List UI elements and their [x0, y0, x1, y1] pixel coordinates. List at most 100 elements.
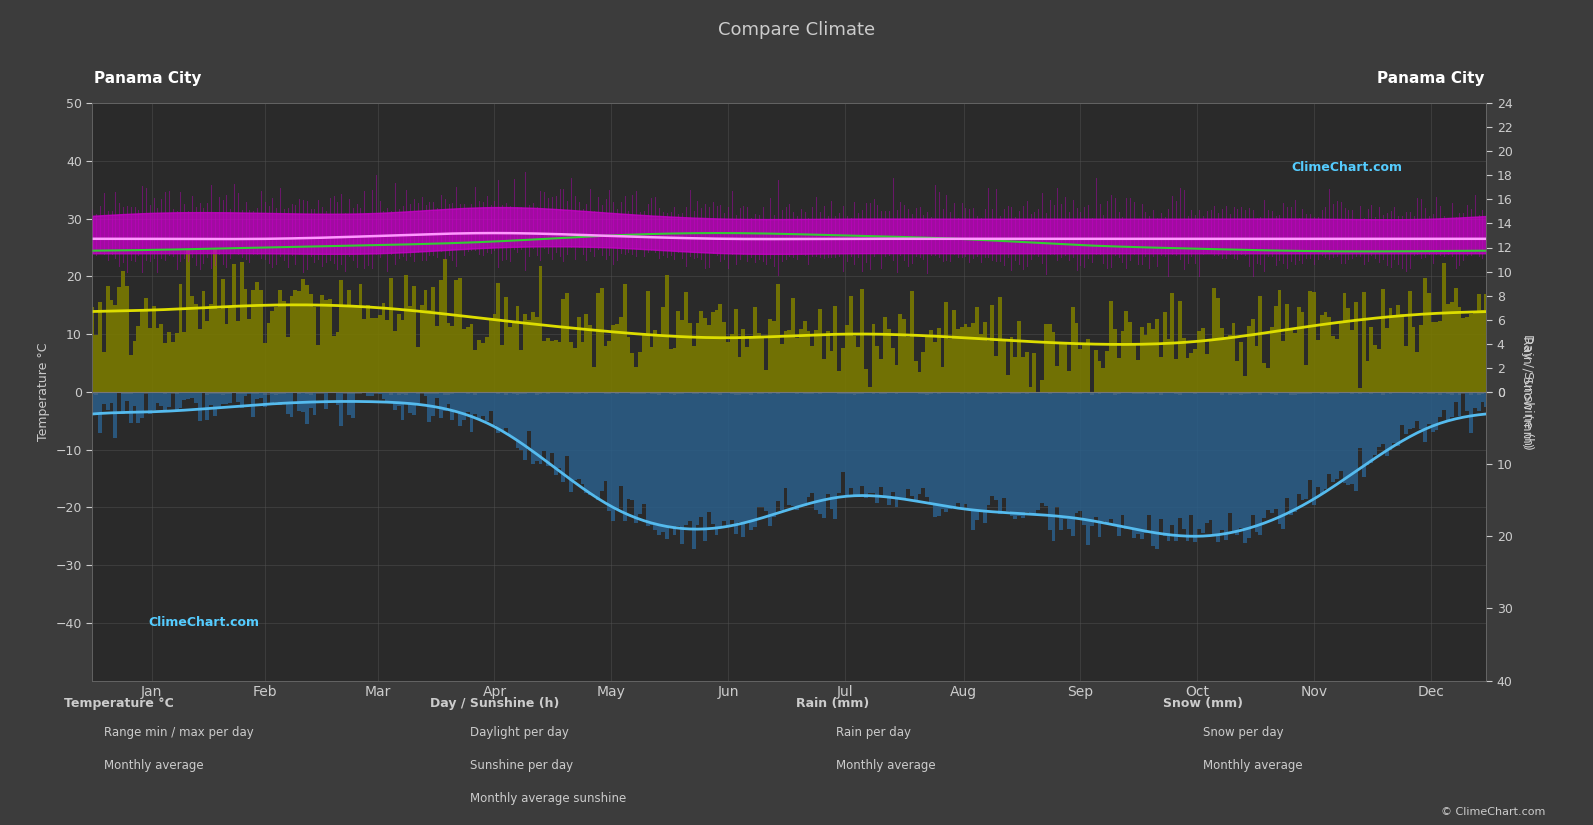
Bar [1133, 392, 1136, 394]
Bar [1005, 392, 1010, 512]
Bar [749, 392, 753, 394]
Bar [244, 392, 247, 396]
Bar [137, 392, 140, 394]
Bar [1190, 353, 1193, 392]
Bar [178, 392, 182, 394]
Bar [1070, 308, 1075, 392]
Bar [975, 392, 978, 394]
Bar [1204, 354, 1209, 392]
Bar [707, 392, 710, 393]
Bar [413, 286, 416, 392]
Bar [1236, 361, 1239, 392]
Bar [1209, 392, 1212, 520]
Bar [1182, 392, 1185, 393]
Bar [312, 392, 317, 394]
Bar [844, 392, 849, 394]
Bar [566, 392, 569, 455]
Bar [1286, 392, 1289, 498]
Bar [569, 392, 573, 492]
Bar [1090, 392, 1094, 394]
Bar [113, 305, 118, 392]
Bar [132, 342, 137, 392]
Bar [1458, 307, 1461, 392]
Bar [800, 392, 803, 505]
Bar [607, 392, 612, 511]
Bar [1384, 328, 1389, 392]
Bar [1305, 365, 1308, 392]
Bar [156, 328, 159, 392]
Bar [1082, 392, 1086, 526]
Bar [1040, 380, 1043, 392]
Bar [1258, 392, 1262, 394]
Bar [1485, 392, 1488, 408]
Bar [1163, 312, 1166, 392]
Bar [554, 340, 558, 392]
Text: Snow per day: Snow per day [1203, 726, 1284, 739]
Bar [110, 392, 113, 403]
Bar [1158, 392, 1163, 519]
Bar [1078, 349, 1082, 392]
Bar [470, 392, 473, 394]
Bar [760, 392, 765, 507]
Bar [1032, 392, 1037, 514]
Bar [691, 392, 696, 549]
Bar [999, 296, 1002, 392]
Bar [331, 336, 336, 392]
Bar [285, 392, 290, 414]
Bar [1171, 392, 1174, 525]
Bar [527, 392, 530, 394]
Bar [918, 392, 921, 394]
Bar [983, 322, 986, 392]
Bar [1048, 392, 1051, 394]
Bar [999, 392, 1002, 394]
Bar [550, 392, 554, 393]
Bar [734, 392, 738, 394]
Bar [757, 392, 760, 507]
Bar [715, 392, 718, 535]
Bar [1461, 318, 1466, 392]
Bar [1286, 304, 1289, 392]
Bar [918, 372, 921, 392]
Bar [1365, 392, 1370, 394]
Bar [236, 321, 241, 392]
Bar [1155, 392, 1158, 549]
Bar [465, 327, 470, 392]
Bar [546, 338, 550, 392]
Bar [669, 392, 672, 394]
Bar [1094, 392, 1098, 517]
Bar [432, 392, 435, 417]
Bar [1416, 392, 1419, 393]
Bar [722, 392, 726, 394]
Bar [1373, 392, 1376, 394]
Bar [1403, 346, 1408, 392]
Bar [1281, 392, 1286, 530]
Bar [710, 392, 715, 394]
Bar [500, 392, 503, 430]
Bar [397, 314, 401, 392]
Bar [1397, 392, 1400, 446]
Bar [503, 297, 508, 392]
Bar [620, 392, 623, 394]
Bar [362, 319, 366, 392]
Bar [669, 392, 672, 527]
Bar [738, 392, 741, 522]
Bar [768, 392, 773, 394]
Bar [260, 392, 263, 394]
Bar [779, 392, 784, 511]
Bar [413, 392, 416, 415]
Bar [741, 328, 746, 392]
Bar [151, 305, 156, 392]
Bar [844, 325, 849, 392]
Bar [110, 299, 113, 392]
Bar [887, 328, 890, 392]
Bar [213, 392, 217, 416]
Bar [1185, 392, 1190, 541]
Bar [1013, 357, 1018, 392]
Bar [1128, 322, 1133, 392]
Bar [933, 342, 937, 392]
Bar [182, 392, 186, 400]
Bar [304, 392, 309, 394]
Bar [1397, 304, 1400, 392]
Bar [1021, 392, 1024, 517]
Bar [350, 392, 355, 417]
